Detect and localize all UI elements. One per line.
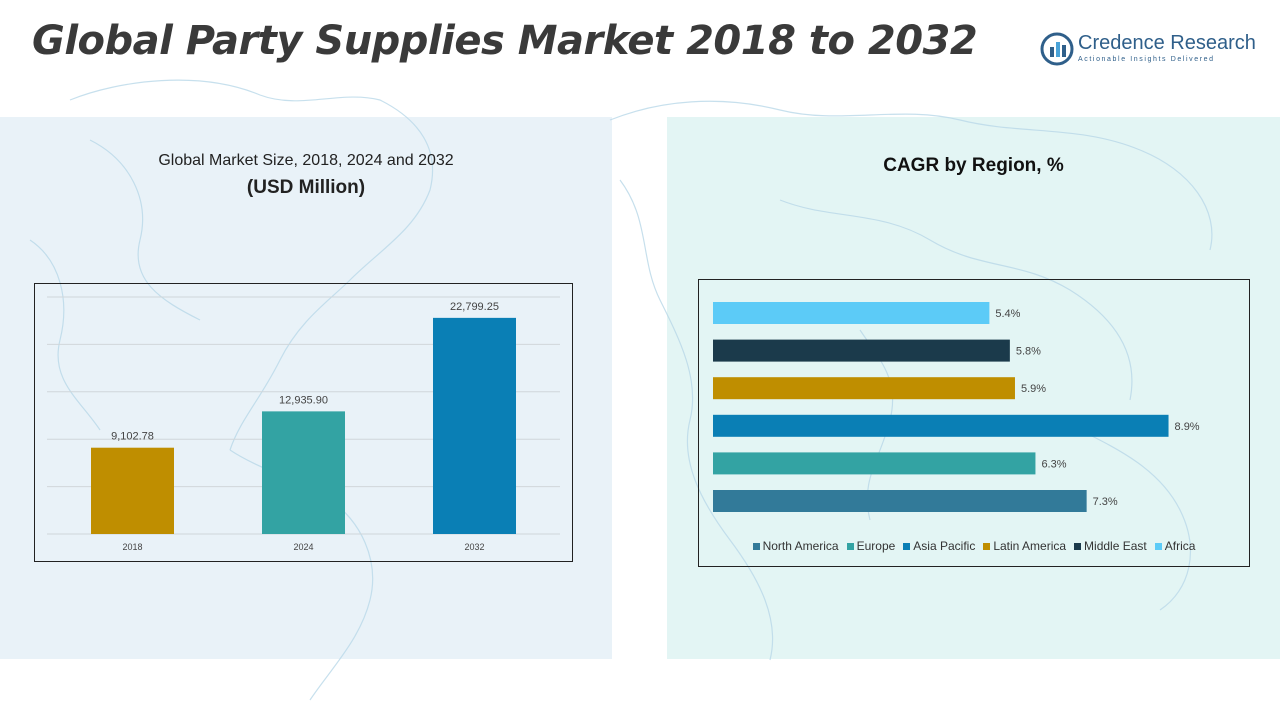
bar-africa <box>713 302 990 324</box>
cagr-chart-title: CAGR by Region, % <box>883 155 1064 176</box>
legend-item: Latin America <box>983 539 1066 553</box>
logo-name: Credence Research <box>1078 32 1256 54</box>
legend-swatch <box>983 542 991 550</box>
legend-swatch <box>846 542 854 550</box>
legend-item: Africa <box>1154 539 1196 553</box>
bar-latin-america <box>713 377 1015 400</box>
x-tick-label: 2018 <box>122 542 142 552</box>
cagr-region-chart-svg: 5.4% 5.8% 5.9% 8.9% 6.3% 7.3% <box>713 302 1200 512</box>
bar-value-label: 5.9% <box>1021 383 1046 395</box>
brand-logo: Credence Research Actionable Insights De… <box>1040 32 1260 72</box>
legend-item: Middle East <box>1074 539 1147 553</box>
bar-value-label: 6.3% <box>1041 458 1066 470</box>
cagr-region-chart: 5.4% 5.8% 5.9% 8.9% 6.3% 7.3% North America Eu… <box>698 279 1250 567</box>
legend-item: Asia Pacific <box>903 539 975 553</box>
legend-swatch <box>903 542 911 550</box>
legend-label: Africa <box>1164 539 1196 553</box>
bar-chart-subtitle: Global Market Size, 2018, 2024 and 2032 <box>158 152 454 169</box>
legend-swatch <box>1074 542 1082 550</box>
bar-value-label: 22,799.25 <box>450 301 499 313</box>
bar-asia-pacific <box>713 414 1169 437</box>
bar-value-label: 5.8% <box>1016 346 1041 358</box>
legend-swatch <box>752 542 760 550</box>
bar-value-label: 12,935.90 <box>279 394 328 406</box>
legend-item: North America <box>752 539 839 553</box>
bar-middle-east <box>713 339 1010 362</box>
legend-label: Asia Pacific <box>913 539 976 553</box>
legend-label: Middle East <box>1084 539 1147 553</box>
bar-chart-unit: (USD Million) <box>246 177 366 198</box>
legend-label: Latin America <box>993 539 1067 553</box>
bar-2024 <box>262 411 345 534</box>
legend-item: Europe <box>846 539 896 553</box>
bar-2018 <box>91 447 174 534</box>
bar-north-america <box>713 490 1087 512</box>
legend-swatch <box>1154 542 1162 550</box>
bar-2032 <box>433 317 516 534</box>
legend-label: Europe <box>856 539 896 553</box>
page-title: Global Party Supplies Market 2018 to 203… <box>32 18 978 64</box>
bar-value-label: 9,102.78 <box>111 431 154 443</box>
x-tick-label: 2024 <box>293 542 313 552</box>
bar-value-label: 5.4% <box>995 308 1020 320</box>
market-size-chart-svg: 9,102.78 2018 12,935.90 2024 22,799.25 2032 <box>47 296 560 552</box>
bar-value-label: 8.9% <box>1175 421 1200 433</box>
bar-value-label: 7.3% <box>1093 496 1118 508</box>
legend-label: North America <box>762 539 839 553</box>
market-size-chart: 9,102.78 2018 12,935.90 2024 22,799.25 2032 <box>34 283 573 562</box>
credence-logo-icon <box>1040 32 1074 66</box>
logo-tagline: Actionable Insights Delivered <box>1078 56 1215 63</box>
cagr-legend: North America Europe Asia Pacific Latin Ame… <box>699 539 1249 553</box>
bar-europe <box>713 452 1036 475</box>
x-tick-label: 2032 <box>464 542 484 552</box>
